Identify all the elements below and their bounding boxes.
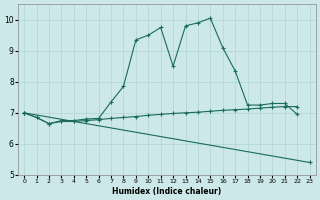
X-axis label: Humidex (Indice chaleur): Humidex (Indice chaleur) — [112, 187, 221, 196]
